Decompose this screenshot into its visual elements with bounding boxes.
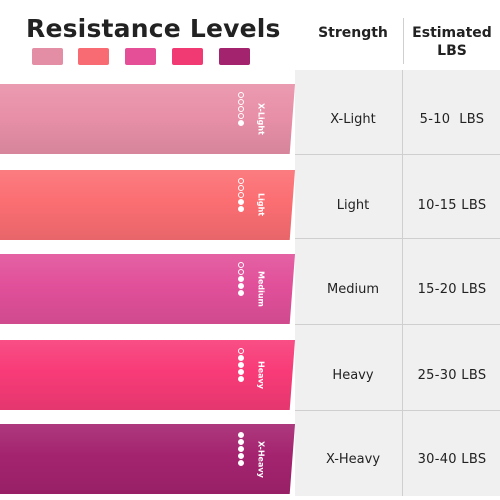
- swatch: [32, 48, 63, 65]
- level-dot: [238, 113, 244, 119]
- band-shading: [0, 424, 295, 494]
- level-dots: [238, 262, 246, 297]
- band-label: Light: [256, 193, 266, 217]
- level-dot: [238, 453, 244, 459]
- level-table: [295, 70, 500, 496]
- level-dot: [238, 199, 244, 205]
- strength-cell: Medium: [327, 281, 379, 297]
- level-dot: [238, 283, 244, 289]
- level-marker: [236, 174, 254, 236]
- level-dot: [238, 439, 244, 445]
- level-dot: [238, 206, 244, 212]
- level-dots: [238, 178, 246, 213]
- strength-cell: Heavy: [332, 367, 374, 383]
- level-marker: [236, 428, 254, 490]
- strength-cell: X-Heavy: [325, 451, 381, 467]
- swatch: [78, 48, 109, 65]
- level-dot: [238, 460, 244, 466]
- row-divider: [295, 154, 500, 155]
- row-divider: [295, 238, 500, 239]
- level-dots: [238, 348, 246, 383]
- level-dot: [238, 432, 244, 438]
- band-shading: [0, 340, 295, 410]
- level-dot: [238, 362, 244, 368]
- row-divider: [295, 324, 500, 325]
- band-label: X-Light: [256, 103, 266, 135]
- swatch: [219, 48, 250, 65]
- level-marker: [236, 88, 254, 150]
- lbs-cell: 25-30 LBS: [417, 367, 487, 383]
- level-marker: [236, 258, 254, 320]
- level-dot: [238, 178, 244, 184]
- band-light: Light: [0, 170, 295, 240]
- lbs-cell: 10-15 LBS: [417, 197, 487, 213]
- lbs-cell: 5-10 LBS: [419, 111, 485, 127]
- band-x-heavy: X-Heavy: [0, 424, 295, 494]
- swatch: [172, 48, 203, 65]
- level-dot: [238, 376, 244, 382]
- level-dots: [238, 432, 246, 467]
- level-dot: [238, 369, 244, 375]
- level-dot: [238, 106, 244, 112]
- level-dot: [238, 276, 244, 282]
- band-heavy: Heavy: [0, 340, 295, 410]
- band-label: X-Heavy: [256, 440, 266, 478]
- strength-header: Strength: [318, 25, 388, 41]
- row-divider: [295, 410, 500, 411]
- band-shading: [0, 254, 295, 324]
- level-dot: [238, 290, 244, 296]
- level-dot: [238, 192, 244, 198]
- level-dot: [238, 269, 244, 275]
- level-dot: [238, 355, 244, 361]
- level-dot: [238, 446, 244, 452]
- header-divider: [403, 18, 404, 64]
- lbs-cell: 30-40 LBS: [417, 451, 487, 467]
- level-dot: [238, 348, 244, 354]
- level-dot: [238, 99, 244, 105]
- band-x-light: X-Light: [0, 84, 295, 154]
- column-divider: [402, 70, 403, 496]
- level-dot: [238, 185, 244, 191]
- lbs-cell: 15-20 LBS: [417, 281, 487, 297]
- level-dot: [238, 262, 244, 268]
- strength-cell: Light: [336, 197, 370, 213]
- level-dot: [238, 120, 244, 126]
- band-label: Heavy: [256, 361, 266, 389]
- level-dots: [238, 92, 246, 127]
- swatch: [125, 48, 156, 65]
- strength-cell: X-Light: [330, 111, 376, 127]
- band-shading: [0, 170, 295, 240]
- level-dot: [238, 92, 244, 98]
- estimated-lbs-header: Estimated LBS: [412, 25, 492, 59]
- band-shading: [0, 84, 295, 154]
- band-medium: Medium: [0, 254, 295, 324]
- page-title: Resistance Levels: [26, 14, 281, 43]
- band-label: Medium: [256, 271, 266, 307]
- level-marker: [236, 344, 254, 406]
